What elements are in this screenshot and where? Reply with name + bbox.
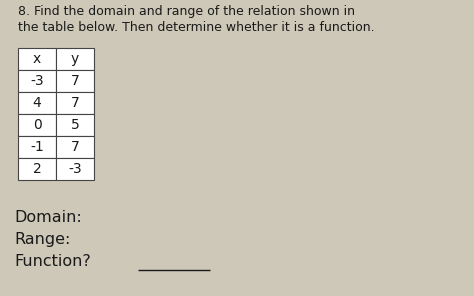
Bar <box>56 158 94 180</box>
Bar <box>56 48 94 70</box>
Text: 7: 7 <box>71 140 79 154</box>
Bar <box>18 48 56 70</box>
Text: 5: 5 <box>71 118 79 132</box>
Text: y: y <box>71 52 79 66</box>
Bar <box>18 136 56 158</box>
Text: 8. Find the domain and range of the relation shown in: 8. Find the domain and range of the rela… <box>18 5 355 18</box>
Bar <box>56 136 94 158</box>
Text: -1: -1 <box>30 140 44 154</box>
Text: x: x <box>33 52 41 66</box>
Bar <box>56 114 94 136</box>
Text: Function?: Function? <box>14 254 91 269</box>
Text: 4: 4 <box>33 96 41 110</box>
Bar <box>18 114 56 136</box>
Bar <box>56 70 94 92</box>
Text: the table below. Then determine whether it is a function.: the table below. Then determine whether … <box>18 21 374 34</box>
Bar <box>56 92 94 114</box>
Bar <box>18 158 56 180</box>
Text: -3: -3 <box>68 162 82 176</box>
Bar <box>18 92 56 114</box>
Text: 2: 2 <box>33 162 41 176</box>
Text: Domain:: Domain: <box>14 210 82 225</box>
Text: Range:: Range: <box>14 232 70 247</box>
Text: 7: 7 <box>71 96 79 110</box>
Text: -3: -3 <box>30 74 44 88</box>
Text: 7: 7 <box>71 74 79 88</box>
Text: 0: 0 <box>33 118 41 132</box>
Bar <box>18 70 56 92</box>
